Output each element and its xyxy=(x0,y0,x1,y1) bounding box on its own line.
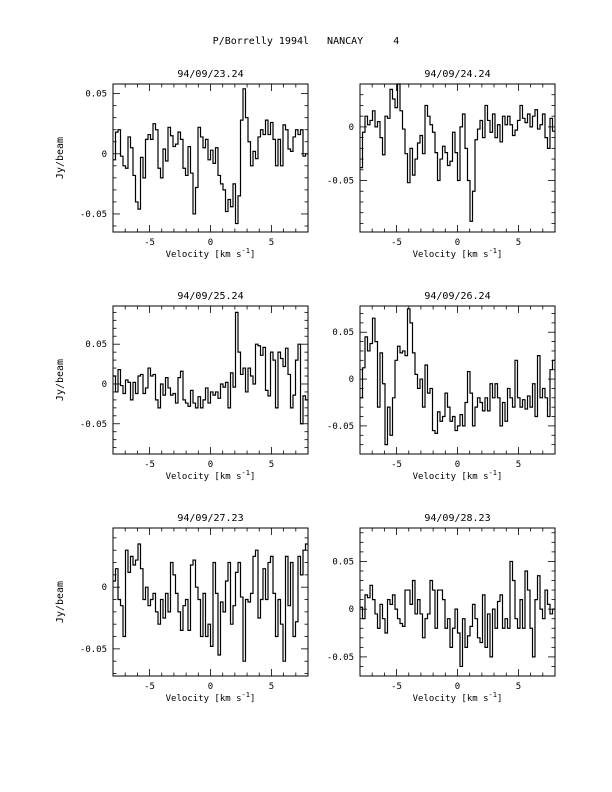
y-tick-label: 0.05 xyxy=(85,90,107,100)
y-tick-label: -0.05 xyxy=(80,645,107,655)
y-tick-label: -0.05 xyxy=(327,422,354,432)
x-axis-label: Velocity [km s-1] xyxy=(413,691,503,704)
x-axis-label: Velocity [km s-1] xyxy=(166,469,256,482)
spectrum-panel-3: -5 0 5 0.05 0 -0.05 94/09/25.24 Velocity [km s-… xyxy=(55,291,309,482)
x-tick-label: -5 xyxy=(144,682,155,692)
y-tick-label: 0 xyxy=(102,380,107,390)
panel-title: 94/09/25.24 xyxy=(177,291,243,302)
x-axis-label: Velocity [km s-1] xyxy=(166,247,256,260)
x-axis-label: Velocity [km s-1] xyxy=(413,469,503,482)
spectrum-panel-1: -5 0 5 0.05 0 -0.05 94/09/23.24 Velocity [km s-… xyxy=(55,69,309,260)
x-tick-label: 0 xyxy=(208,460,213,470)
plot-frame xyxy=(359,527,556,677)
panel-title: 94/09/28.23 xyxy=(424,513,490,524)
spectrum-panel-2: -5 0 5 0 -0.05 94/09/24.24 Velocity [km s-1] xyxy=(327,69,556,260)
page-title: P/Borrelly 1994l NANCAY 4 xyxy=(212,36,400,47)
x-tick-label: 5 xyxy=(269,682,274,692)
spectrum-line xyxy=(113,311,308,425)
x-axis-label: Velocity [km s-1] xyxy=(166,691,256,704)
x-tick-label: 5 xyxy=(516,682,521,692)
x-tick-label: 5 xyxy=(269,238,274,248)
y-tick-label: 0.05 xyxy=(332,328,354,338)
x-tick-label: 5 xyxy=(269,460,274,470)
y-tick-label: -0.05 xyxy=(80,420,107,430)
panel-title: 94/09/23.24 xyxy=(177,69,243,80)
spectrum-line xyxy=(113,543,308,662)
y-axis-label: Jy/beam xyxy=(55,137,66,179)
spectrum-panel-6: -5 0 5 0.05 0 -0.05 94/09/28.23 Velocity [km s-… xyxy=(327,513,556,704)
y-tick-label: 0 xyxy=(102,583,107,593)
x-tick-label: 0 xyxy=(455,460,460,470)
x-tick-label: 0 xyxy=(208,682,213,692)
panel-title: 94/09/24.24 xyxy=(424,69,490,80)
spectrum-line xyxy=(360,83,555,222)
x-tick-label: 5 xyxy=(516,238,521,248)
y-tick-label: 0.05 xyxy=(332,557,354,567)
spectrum-panel-4: -5 0 5 0.05 0 -0.05 94/09/26.24 Velocity [km s-… xyxy=(327,291,556,482)
x-tick-label: -5 xyxy=(144,460,155,470)
x-tick-label: 0 xyxy=(455,682,460,692)
x-tick-label: 0 xyxy=(455,238,460,248)
plot-frame xyxy=(112,305,309,455)
x-tick-label: -5 xyxy=(144,238,155,248)
panel-title: 94/09/27.23 xyxy=(177,513,243,524)
panel-title: 94/09/26.24 xyxy=(424,291,490,302)
y-tick-label: -0.05 xyxy=(327,177,354,187)
x-tick-label: -5 xyxy=(391,682,402,692)
y-axis-label: Jy/beam xyxy=(55,581,66,623)
y-tick-label: 0 xyxy=(102,150,107,160)
spectrum-line xyxy=(360,560,555,668)
x-tick-label: -5 xyxy=(391,238,402,248)
y-tick-label: 0 xyxy=(349,375,354,385)
spectrum-panel-5: -5 0 5 0 -0.05 94/09/27.23 Velocity [km s-1] Jy… xyxy=(55,513,309,704)
y-tick-label: -0.05 xyxy=(80,210,107,220)
y-tick-label: -0.05 xyxy=(327,653,354,663)
spectrum-line xyxy=(113,88,308,225)
y-tick-label: 0 xyxy=(349,123,354,133)
x-tick-label: -5 xyxy=(391,460,402,470)
x-tick-label: 5 xyxy=(516,460,521,470)
x-axis-label: Velocity [km s-1] xyxy=(413,247,503,260)
y-axis-label: Jy/beam xyxy=(55,359,66,401)
spectrum-line xyxy=(360,308,555,446)
y-tick-label: 0.05 xyxy=(85,340,107,350)
plot-frame xyxy=(359,305,556,455)
y-tick-label: 0 xyxy=(349,605,354,615)
x-tick-label: 0 xyxy=(208,238,213,248)
plot-frame xyxy=(112,527,309,677)
